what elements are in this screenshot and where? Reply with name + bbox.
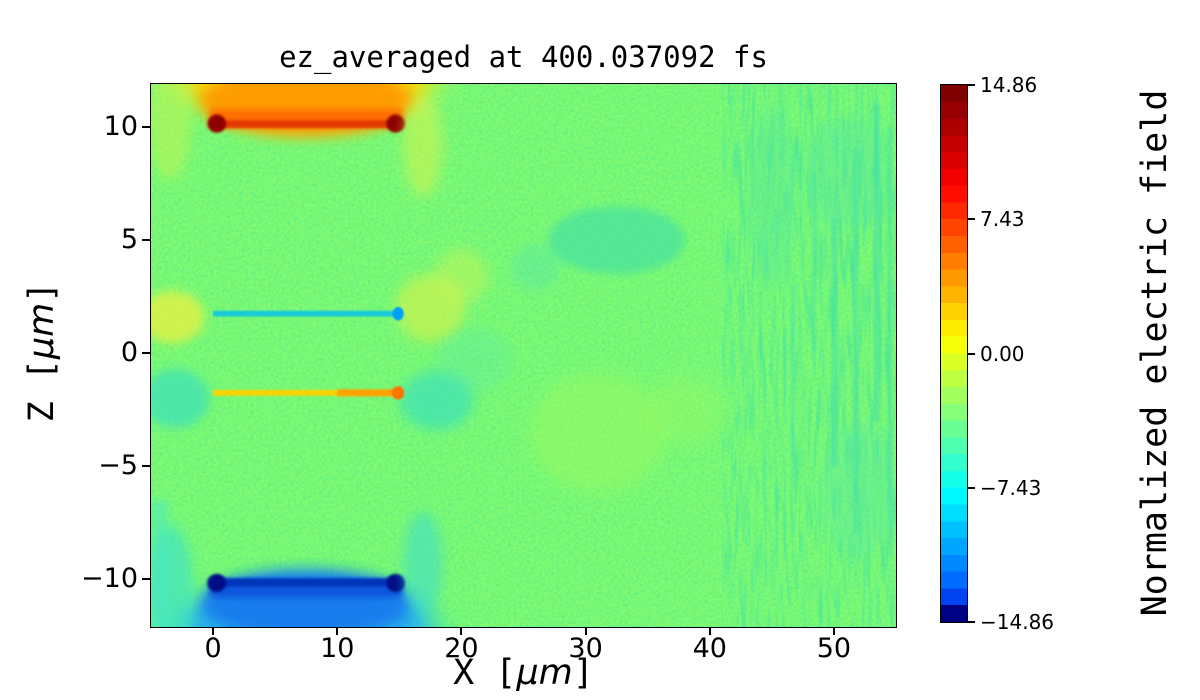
x-tick-mark [460, 627, 463, 635]
heatmap-feature-lower-right-fringe [403, 511, 443, 616]
heatmap-feature-upper-waveguide-end-dot [392, 306, 404, 321]
heatmap-feature-streak-3 [873, 104, 880, 422]
y-tick-label: 10 [103, 110, 138, 142]
heatmap-feature-streak-1 [831, 217, 838, 467]
colorbar-tick-label: 0.00 [980, 341, 1025, 366]
x-axis-label: X [μm] [150, 653, 897, 693]
heatmap-feature-streak-5 [790, 285, 796, 489]
heatmap-features [151, 84, 896, 627]
heatmap-feature-lower-plate-left-tip [207, 573, 227, 592]
colorbar-tick-mark [968, 218, 975, 221]
heatmap-feature-right-yellow-extension [434, 249, 489, 304]
heatmap-feature-upper-right-teal-wash [747, 104, 797, 286]
heatmap-feature-upper-left-fringe [151, 84, 191, 182]
y-tick-mark [142, 465, 150, 468]
colorbar-tick-label: 7.43 [980, 207, 1025, 232]
colorbar-tick-mark [968, 486, 975, 489]
y-tick-mark [142, 352, 150, 355]
heatmap-feature-lower-waveguide-line-orange [337, 389, 401, 397]
x-tick-mark [708, 627, 711, 635]
colorbar-tick-mark [968, 621, 975, 623]
y-tick-label: 0 [120, 337, 138, 369]
x-tick-mark [584, 627, 587, 635]
heatmap-feature-lower-green-cloud [529, 373, 667, 492]
x-tick-mark [336, 627, 339, 635]
plot-title: ez_averaged at 400.037092 fs [279, 40, 768, 74]
heatmap-feature-lower-green-cloud-east [647, 375, 723, 444]
colorbar-tick-label: 14.86 [980, 73, 1038, 97]
colorbar-tick-label: −7.43 [980, 475, 1042, 500]
heatmap-feature-streak-2 [852, 149, 859, 535]
x-tick-mark [212, 627, 215, 635]
heatmap-feature-left-edge-cyan-band [151, 500, 169, 627]
heatmap-feature-upper-plate-left-tip [207, 114, 227, 133]
heatmap-feature-far-right-teal-wash-upper [802, 115, 890, 229]
colorbar-tick-mark [968, 84, 975, 86]
heatmap-feature-mid-teal-cloud [548, 206, 685, 275]
heatmap-canvas [151, 84, 896, 627]
x-tick-label: 0 [204, 633, 222, 664]
colorbar-label: Normalized electric field [1135, 89, 1175, 617]
heatmap-feature-upper-right-fringe [403, 93, 443, 198]
colorbar-tick-label: −14.86 [980, 610, 1055, 634]
heatmap-feature-upper-waveguide-line [213, 310, 400, 317]
heatmap-feature-left-yellow-blob [151, 291, 205, 344]
heatmap-feature-center-teal-wash [436, 328, 512, 392]
x-axis-label-unit: μm [516, 653, 573, 693]
y-axis-label-prefix: Z [ [22, 359, 62, 423]
heatmap-feature-lower-plate-right-tip [386, 573, 405, 592]
heatmap-feature-streak-4 [811, 172, 817, 354]
x-tick-label: 20 [444, 633, 479, 664]
heatmap-feature-upper-plate-right-tip [386, 114, 405, 133]
y-tick-label: −10 [81, 563, 138, 595]
x-axis-label-prefix: X [ [453, 653, 517, 693]
y-tick-label: −5 [98, 450, 138, 482]
x-tick-label: 10 [320, 633, 355, 664]
heatmap-feature-mid-teal-cloud-west [511, 244, 561, 290]
heatmap-feature-upper-plate-line [213, 120, 400, 129]
y-axis-label-suffix: ] [22, 281, 62, 303]
x-tick-label: 30 [568, 633, 603, 664]
x-tick-mark [832, 627, 835, 635]
colorbar-gradient [941, 85, 967, 622]
heatmap-feature-lower-waveguide-end-dot [391, 386, 405, 400]
y-tick-label: 5 [120, 223, 138, 255]
heatmap-feature-lower-waveguide-line [213, 389, 400, 396]
heatmap-feature-streak-6 [887, 126, 893, 557]
x-axis-label-suffix: ] [572, 653, 594, 693]
y-tick-mark [142, 239, 150, 242]
heatmap-feature-left-teal-blob [151, 369, 210, 428]
x-tick-label: 50 [816, 633, 852, 664]
x-tick-label: 40 [692, 633, 727, 664]
heatmap-plot-area [150, 83, 897, 628]
y-tick-mark [142, 125, 150, 128]
heatmap-feature-lower-plate-line [213, 578, 400, 587]
colorbar-tick-mark [968, 352, 975, 355]
y-tick-mark [142, 578, 150, 581]
colorbar [940, 84, 968, 623]
